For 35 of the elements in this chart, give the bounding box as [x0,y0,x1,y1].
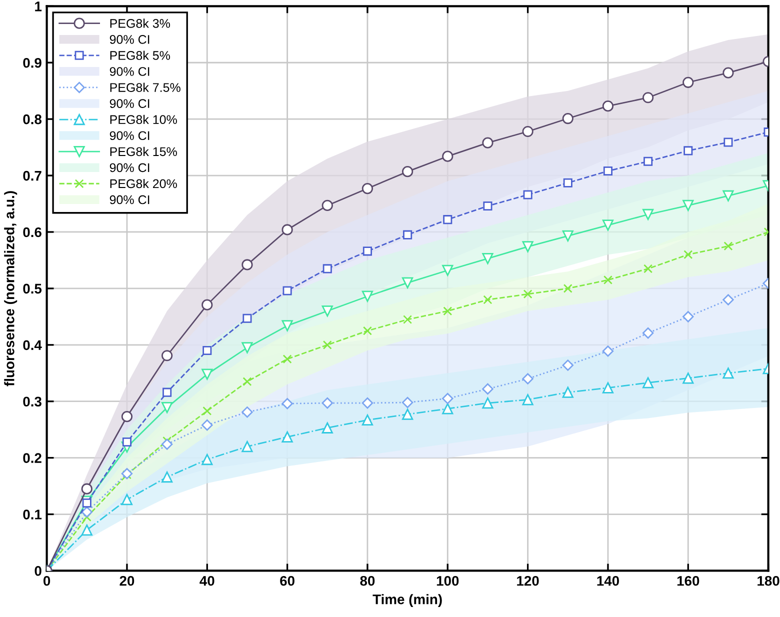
x-tick-label: 80 [360,576,375,586]
legend-label: PEG8k 5% [110,50,170,60]
legend-label: PEG8k 3% [110,18,170,28]
legend-label: 90% CI [110,99,150,108]
x-tick-label: 100 [436,576,459,586]
legend-label: 90% CI [110,195,150,204]
legend-label: PEG8k 15% [110,146,177,156]
y-tick-label: 0.9 [23,58,42,68]
x-tick-label: 20 [120,576,134,586]
x-tick-label: 180 [758,576,780,586]
x-tick-label: 120 [517,576,539,586]
x-tick-label: 0 [43,576,50,586]
x-tick-label: 140 [597,576,619,586]
y-tick-label: 0.2 [23,453,42,463]
legend-label: PEG8k 10% [110,114,177,124]
x-axis-title: Time (min) [372,594,442,608]
x-tick-label: 40 [200,576,214,586]
x-tick-label: 160 [677,576,700,586]
legend-label: 90% CI [110,35,150,44]
y-tick-label: 0.6 [23,227,42,238]
y-tick-label: 0.7 [23,170,42,181]
x-tick-label: 60 [280,576,294,586]
y-tick-label: 0.1 [23,510,42,520]
legend-label: PEG8k 20% [110,178,177,188]
legend-label: PEG8k 7.5% [110,82,180,92]
y-tick-label: 0.8 [23,114,42,124]
y-tick-label: 0.5 [23,284,42,294]
y-tick-label: 1 [35,2,42,12]
y-tick-label: 0 [34,566,42,576]
legend-label: 90% CI [110,67,150,76]
y-axis-title: fluoresence (normalized, a.u.) [4,191,18,386]
legend-label: 90% CI [110,163,150,172]
y-tick-label: 0.3 [23,396,42,407]
legend-label: 90% CI [110,131,150,140]
y-tick-label: 0.4 [23,340,42,350]
